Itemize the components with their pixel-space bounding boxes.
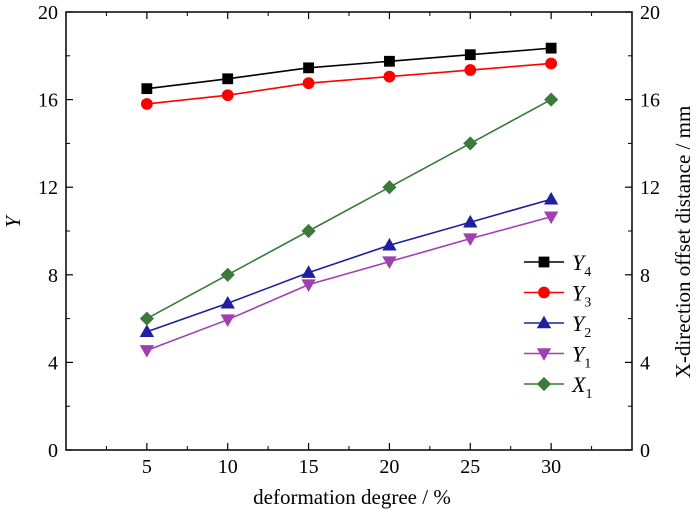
data-point-y4 [464,49,476,61]
data-point-x1 [463,136,478,151]
y2-tick-label: 16 [640,90,660,112]
legend-label: Y4 [572,250,591,280]
data-point-y2 [463,214,478,228]
data-point-y3 [545,57,558,70]
data-point-y4 [141,83,153,95]
y2-tick-label: 4 [640,352,650,374]
data-point-y3 [302,77,315,90]
y-tick-label: 8 [48,265,58,287]
data-point-x1 [544,92,559,107]
series-line-y3 [146,62,552,105]
data-point-x1 [382,180,397,195]
legend-item-y1: Y1 [524,342,591,372]
legend-item-x1: X1 [524,372,592,402]
legend-marker [538,286,550,299]
legend-marker [536,376,552,392]
data-point-y4 [384,55,395,67]
series-y4 [141,42,557,95]
x-tick-label: 5 [142,456,152,478]
data-point-y3 [383,70,396,83]
x-tick-label: 25 [460,456,480,478]
legend-label: Y2 [572,311,591,341]
series-line-y1 [146,215,552,352]
legend-label: Y3 [572,281,591,311]
x-tick-label: 20 [379,456,399,478]
data-point-y2 [220,295,235,309]
y-tick-label: 0 [48,440,58,462]
y-tick-label: 12 [38,177,58,199]
tick-labels: 5 10 15 20 25 30 0 4 8 12 16 20 0 4 8 12 16 20 [38,2,660,478]
x-axis-label: deformation degree / % [253,485,451,509]
series-y3 [140,57,558,110]
series-group [139,42,559,358]
data-point-y1 [139,345,155,358]
y-axis-label: Y [1,214,25,228]
data-point-x1 [220,267,235,282]
legend-item-y4: Y4 [524,250,591,280]
x-tick-label: 30 [541,456,561,478]
data-point-y2 [543,191,559,205]
data-point-y1 [382,256,397,269]
legend-label: X1 [571,372,592,402]
legend-label: Y1 [572,342,591,372]
data-point-y3 [464,64,477,76]
legend-marker [536,315,552,329]
y-tick-label: 4 [48,352,58,374]
series-y1 [139,211,559,358]
data-point-y2 [139,324,155,338]
data-point-x1 [139,311,154,326]
data-point-y4 [545,42,557,54]
legend-item-y3: Y3 [524,281,591,311]
legend-marker [538,256,550,268]
legend-marker [536,348,552,361]
plot-frame [65,11,633,451]
data-point-y1 [301,279,316,292]
data-point-y3 [221,89,234,102]
y2-tick-label: 12 [640,177,660,199]
legend-item-y2: Y2 [524,311,591,341]
data-point-y4 [303,62,314,74]
series-line-y4 [146,47,552,90]
series-line-y2 [146,198,552,333]
x-tick-label: 15 [299,456,319,478]
y-tick-label: 20 [38,2,58,24]
data-point-y1 [463,233,478,246]
data-point-y2 [382,237,397,251]
y-tick-label: 16 [38,90,58,112]
data-point-y2 [301,265,316,278]
series-line-x1 [146,98,552,320]
data-point-y1 [220,314,235,328]
data-point-y4 [222,73,234,85]
y2-tick-label: 0 [640,440,650,462]
y2-tick-label: 20 [640,2,660,24]
y2-axis-label: X-direction offset distance / mm [671,106,695,379]
series-x1 [139,92,559,326]
data-point-y3 [140,98,153,110]
x-tick-label: 10 [218,456,238,478]
y2-tick-label: 8 [640,265,650,287]
data-point-x1 [301,223,316,239]
series-y2 [139,191,559,338]
data-point-y1 [543,211,559,225]
